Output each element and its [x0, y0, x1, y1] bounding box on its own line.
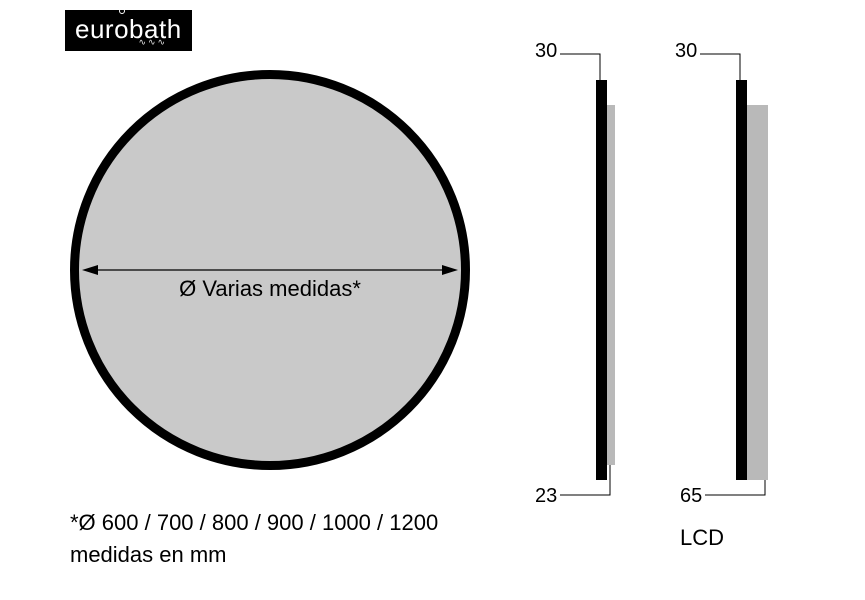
- side-view-standard: [560, 80, 640, 490]
- logo-wave-icon: ∿∿∿: [138, 37, 167, 48]
- side2-bottom-leader: [705, 480, 785, 505]
- canvas: eurobath ∿∿∿ Ø Varias medidas* *Ø 600 / …: [0, 0, 865, 600]
- side2-bottom-dim: 65: [680, 485, 702, 508]
- side1-bottom-leader: [560, 465, 630, 505]
- logo-accent-o: o: [114, 14, 129, 45]
- side1-top-leader: [560, 50, 620, 90]
- footnote-line1: *Ø 600 / 700 / 800 / 900 / 1000 / 1200: [70, 510, 438, 536]
- brand-logo: eurobath ∿∿∿: [65, 10, 192, 51]
- side2-top-leader: [700, 50, 760, 90]
- diameter-label: Ø Varias medidas*: [70, 276, 470, 302]
- side2-top-dim: 30: [675, 40, 697, 63]
- footnote: *Ø 600 / 700 / 800 / 900 / 1000 / 1200 m…: [70, 510, 438, 568]
- logo-text-pre: eur: [75, 14, 114, 44]
- front-view: Ø Varias medidas*: [70, 70, 470, 470]
- side2-black-bar: [736, 80, 747, 480]
- side1-top-dim: 30: [535, 40, 557, 63]
- side1-gray-bar: [607, 105, 615, 465]
- side2-lcd-label: LCD: [680, 525, 724, 551]
- side1-black-bar: [596, 80, 607, 480]
- footnote-line2: medidas en mm: [70, 542, 438, 568]
- side2-gray-bar: [747, 105, 768, 480]
- side1-bottom-dim: 23: [535, 485, 557, 508]
- side-view-lcd: [700, 80, 780, 490]
